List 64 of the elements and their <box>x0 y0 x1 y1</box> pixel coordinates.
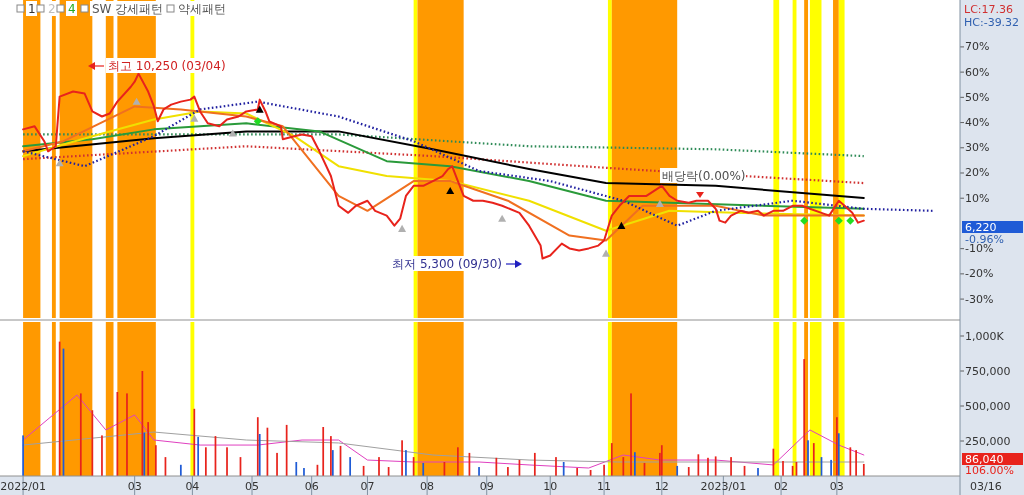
x-tick-label: 06 <box>304 480 319 493</box>
point <box>446 186 455 195</box>
annotation: 4 <box>68 2 76 16</box>
point <box>132 97 141 105</box>
x-tick-label: 10 <box>543 480 558 493</box>
point <box>602 249 611 257</box>
line-series <box>22 72 865 260</box>
annotation: 약세패턴 <box>178 2 226 16</box>
point <box>834 216 843 225</box>
y-tick-label: -20% <box>965 267 994 281</box>
point <box>498 214 507 222</box>
point <box>253 117 262 126</box>
annotation: 최저 5,300 (09/30) <box>392 257 502 271</box>
point <box>800 216 809 225</box>
x-tick-label: 05 <box>245 480 260 493</box>
y-tick-label: -30% <box>965 292 994 306</box>
text: 86,040 <box>965 453 1004 466</box>
y-tick-label: 60% <box>965 65 990 79</box>
text: 03/16 <box>970 480 1002 493</box>
point <box>846 216 855 225</box>
line-series <box>21 133 865 158</box>
text: LC:17.36 <box>964 3 1014 16</box>
text: HC:-39.32 <box>964 16 1020 29</box>
point <box>190 114 199 122</box>
annotation: 최고 10,250 (03/04) <box>108 59 226 73</box>
x-tick-label: 2023/01 <box>700 480 747 493</box>
annotation: 2 <box>48 2 56 16</box>
x-tick-label: 07 <box>360 480 375 493</box>
x-tick-label: 11 <box>597 480 612 493</box>
x-tick-label: 09 <box>479 480 494 493</box>
point <box>398 224 407 232</box>
line-series <box>21 100 935 227</box>
annotation: SW 강세패턴 <box>92 2 164 16</box>
x-tick-label: 08 <box>420 480 435 493</box>
y-tick-label: 50% <box>965 90 990 104</box>
y-tick-label: 750,000 <box>965 364 1011 378</box>
text: 106.00% <box>965 464 1014 477</box>
y-tick-label: 250,000 <box>965 434 1011 448</box>
point <box>55 159 64 167</box>
annotation: 배당락(0.00%) <box>662 169 746 183</box>
x-tick-label: 02 <box>774 480 789 493</box>
y-tick-label: 1,000K <box>965 329 1005 343</box>
x-tick-label: 2022/01 <box>0 480 46 493</box>
annotation: 1 <box>28 2 36 16</box>
y-tick-label: 70% <box>965 40 990 54</box>
point <box>228 129 237 137</box>
line-series <box>22 431 865 463</box>
line-series <box>22 394 865 469</box>
x-tick-label: 03 <box>127 480 142 493</box>
x-tick-label: 12 <box>654 480 669 493</box>
line-series <box>21 145 865 185</box>
x-tick-label: 04 <box>185 480 200 493</box>
line-series <box>22 122 865 210</box>
line-series <box>22 130 865 199</box>
y-tick-label: 10% <box>965 191 990 205</box>
y-tick-label: 500,000 <box>965 399 1011 413</box>
point <box>617 221 626 229</box>
point <box>655 199 664 207</box>
y-tick-label: 30% <box>965 141 990 155</box>
y-tick-label: 20% <box>965 166 990 180</box>
point <box>255 105 264 113</box>
y-tick-label: 40% <box>965 116 990 130</box>
text: 6,220 <box>965 221 997 234</box>
x-tick-label: 03 <box>829 480 844 493</box>
